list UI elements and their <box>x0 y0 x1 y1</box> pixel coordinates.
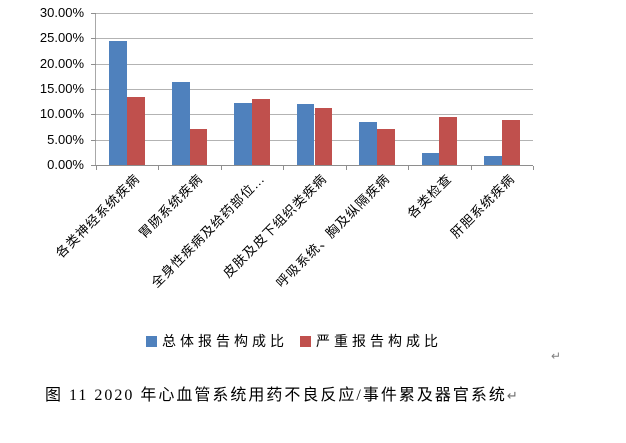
y-axis-tick <box>91 63 96 65</box>
legend-item-total: 总体报告构成比 <box>146 332 288 350</box>
y-axis-tick-label: 5.00% <box>47 131 84 147</box>
x-axis-tick <box>345 166 347 170</box>
bar-series-serious <box>439 117 458 165</box>
x-axis-tick <box>158 166 160 170</box>
bar-series-total <box>483 156 502 165</box>
x-axis-tick <box>533 166 534 170</box>
legend-label-total: 总体报告构成比 <box>162 333 288 349</box>
bar-chart: 0.00% 5.00% 10.00% 15.00% 20.00% 25.00% 30.00%… <box>0 0 562 363</box>
y-axis-tick <box>91 38 96 40</box>
bar-series-total <box>421 152 440 165</box>
plot-area <box>91 13 534 170</box>
bar-series-serious <box>376 128 395 165</box>
y-axis-tick-label: 0.00% <box>47 157 84 172</box>
gridline <box>96 63 533 65</box>
y-axis-tick-label: 15.00% <box>39 81 84 96</box>
figure-caption: 图 11 2020 年心血管系统用药不良反应/事件累及器官系统↵ <box>45 381 518 405</box>
legend-swatch-red-icon <box>300 335 311 347</box>
legend-item-serious: 严重报告构成比 <box>300 332 442 350</box>
x-axis-tick <box>96 166 97 170</box>
y-axis-tick-label: 30.00% <box>39 5 84 20</box>
x-axis-category-label: 各类检查 <box>404 171 455 222</box>
bar-series-total <box>359 122 377 165</box>
caption-return-mark-icon: ↵ <box>506 388 518 403</box>
paragraph-return-mark-icon: ↵ <box>551 349 562 363</box>
bar-series-serious <box>127 96 146 165</box>
x-axis-tick <box>283 166 285 170</box>
y-axis-tick <box>91 165 96 166</box>
y-axis-tick-label: 25.00% <box>39 30 84 46</box>
gridline <box>96 38 533 40</box>
bar-series-total <box>296 104 315 165</box>
y-axis-tick-label: 20.00% <box>39 55 84 71</box>
y-axis-labels: 0.00% 5.00% 10.00% 15.00% 20.00% 25.00% 30.00% <box>0 0 84 180</box>
bar-series-total <box>234 103 253 165</box>
bar-series-total <box>171 82 190 165</box>
x-axis-category-label: 各类神经系统疾病 <box>53 171 143 261</box>
bar-series-serious <box>189 129 208 165</box>
legend-swatch-blue-icon <box>146 335 157 347</box>
y-axis-tick <box>91 13 96 14</box>
x-axis-tick <box>408 166 410 170</box>
x-axis-tick <box>470 166 472 170</box>
chart-legend: 总体报告构成比 严重报告构成比 <box>146 332 442 350</box>
x-axis-category-label: 全身性疾病及给药部位… <box>148 171 268 291</box>
x-axis-tick <box>220 166 222 170</box>
caption-text: 图 11 2020 年心血管系统用药不良反应/事件累及器官系统 <box>45 387 507 404</box>
bar-series-total <box>109 41 128 165</box>
bar-series-serious <box>501 119 520 165</box>
x-axis-category-label: 肝胆系统疾病 <box>447 171 518 242</box>
legend-label-serious: 严重报告构成比 <box>316 333 442 349</box>
y-axis-tick <box>91 89 96 90</box>
y-axis-tick <box>91 114 96 116</box>
gridline <box>96 89 533 90</box>
y-axis-tick <box>91 139 96 141</box>
bar-series-serious <box>314 107 333 165</box>
gridline <box>96 13 533 14</box>
x-axis-category-label: 呼吸系统、胸及纵隔疾病 <box>273 171 393 291</box>
x-axis-category-label: 皮肤及皮下组织类疾病 <box>220 171 331 281</box>
x-axis-category-label: 胃肠系统疾病 <box>135 171 206 242</box>
x-axis-labels: 各类神经系统疾病 胃肠系统疾病 全身性疾病及给药部位… 皮肤及皮下组织类疾病 呼吸系统、… <box>53 171 518 291</box>
y-axis-tick-label: 10.00% <box>39 106 84 122</box>
bar-series-serious <box>252 98 270 165</box>
